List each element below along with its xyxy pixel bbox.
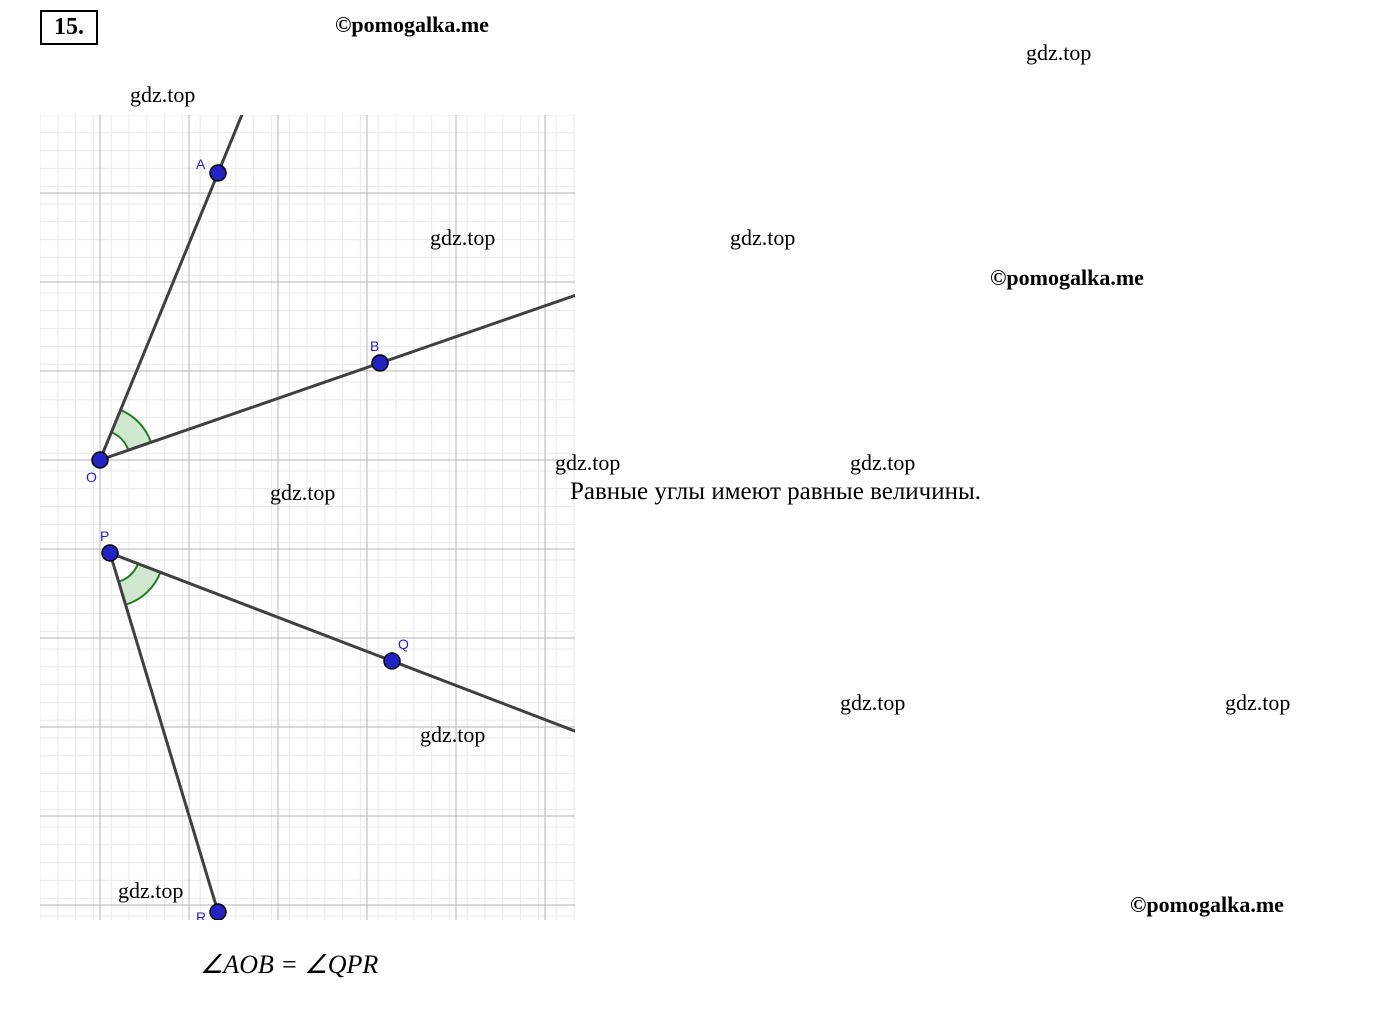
watermark-text: gdz.top: [730, 225, 795, 251]
svg-text:R: R: [196, 909, 206, 920]
problem-number-box: 15.: [40, 10, 98, 45]
watermark-text: gdz.top: [270, 480, 335, 506]
angle-equation: ∠AOB = ∠QPR: [200, 950, 378, 980]
svg-text:O: O: [86, 469, 97, 485]
watermark-text: gdz.top: [850, 450, 915, 476]
copyright-text: ©pomogalka.me: [1130, 892, 1284, 918]
copyright-text: ©pomogalka.me: [990, 265, 1144, 291]
watermark-text: gdz.top: [118, 878, 183, 904]
watermark-text: gdz.top: [1026, 40, 1091, 66]
watermark-text: gdz.top: [555, 450, 620, 476]
svg-text:A: A: [196, 156, 206, 172]
svg-text:Q: Q: [398, 636, 409, 652]
watermark-text: gdz.top: [420, 722, 485, 748]
svg-text:P: P: [100, 528, 109, 544]
svg-text:B: B: [370, 338, 379, 354]
watermark-text: gdz.top: [1225, 690, 1290, 716]
watermark-text: gdz.top: [840, 690, 905, 716]
problem-number: 15: [54, 14, 78, 40]
equal-angles-statement: Равные углы имеют равные величины.: [570, 478, 981, 506]
copyright-text: ©pomogalka.me: [335, 12, 489, 38]
watermark-text: gdz.top: [430, 225, 495, 251]
watermark-text: gdz.top: [130, 82, 195, 108]
